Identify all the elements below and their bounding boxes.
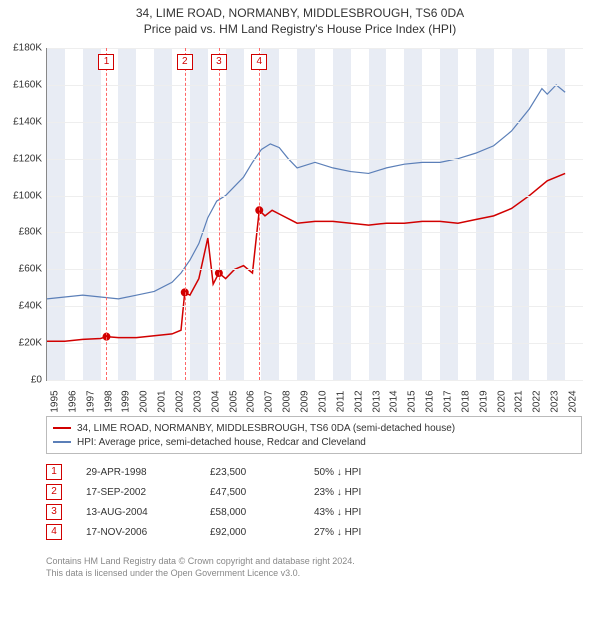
legend-swatch-hpi (53, 441, 71, 443)
legend-swatch-property (53, 427, 71, 429)
x-axis-label: 2013 (371, 390, 382, 412)
table-marker: 1 (46, 464, 62, 480)
table-date: 29-APR-1998 (86, 467, 186, 478)
x-axis-label: 2024 (568, 390, 579, 412)
gridline (47, 122, 583, 123)
x-axis-label: 2000 (139, 390, 150, 412)
table-row: 1 29-APR-1998 £23,500 50% ↓ HPI (46, 462, 414, 482)
x-axis-label: 2011 (335, 391, 346, 413)
event-marker: 2 (177, 54, 193, 70)
x-axis-label: 1999 (121, 390, 132, 412)
table-date: 13-AUG-2004 (86, 507, 186, 518)
table-row: 2 17-SEP-2002 £47,500 23% ↓ HPI (46, 482, 414, 502)
table-date: 17-NOV-2006 (86, 527, 186, 538)
table-pct: 43% ↓ HPI (314, 507, 414, 518)
events-table: 1 29-APR-1998 £23,500 50% ↓ HPI 2 17-SEP-2002… (46, 462, 414, 542)
legend-label-property: 34, LIME ROAD, NORMANBY, MIDDLESBROUGH, … (77, 423, 455, 434)
footer-line2: This data is licensed under the Open Gov… (46, 568, 355, 580)
table-pct: 50% ↓ HPI (314, 467, 414, 478)
x-axis-label: 2006 (246, 390, 257, 412)
chart-svg (47, 48, 583, 380)
x-axis-label: 1997 (85, 390, 96, 412)
legend-row-property: 34, LIME ROAD, NORMANBY, MIDDLESBROUGH, … (53, 421, 575, 435)
gridline (47, 196, 583, 197)
x-axis-label: 2009 (300, 390, 311, 412)
table-price: £58,000 (210, 507, 290, 518)
footer-text: Contains HM Land Registry data © Crown c… (46, 556, 355, 579)
y-axis-label: £80K (4, 227, 42, 238)
table-marker: 2 (46, 484, 62, 500)
x-axis-label: 2021 (514, 390, 525, 412)
x-axis-label: 2003 (192, 390, 203, 412)
gridline (47, 380, 583, 381)
x-axis-label: 2008 (282, 390, 293, 412)
y-axis-label: £60K (4, 264, 42, 275)
legend-row-hpi: HPI: Average price, semi-detached house,… (53, 435, 575, 449)
series-line (47, 173, 565, 341)
event-line (259, 48, 260, 380)
x-axis-label: 2005 (228, 390, 239, 412)
x-axis-label: 2014 (389, 390, 400, 412)
table-row: 3 13-AUG-2004 £58,000 43% ↓ HPI (46, 502, 414, 522)
x-axis-label: 2020 (496, 390, 507, 412)
x-axis-label: 2017 (443, 390, 454, 412)
y-axis-label: £40K (4, 301, 42, 312)
gridline (47, 269, 583, 270)
x-axis-label: 2023 (550, 390, 561, 412)
event-line (106, 48, 107, 380)
x-axis-label: 1998 (103, 390, 114, 412)
table-price: £23,500 (210, 467, 290, 478)
y-axis-label: £0 (4, 375, 42, 386)
event-line (185, 48, 186, 380)
series-line (47, 85, 565, 299)
x-axis-label: 1995 (49, 390, 60, 412)
event-line (219, 48, 220, 380)
event-marker: 3 (211, 54, 227, 70)
chart-plot-area: 1 2 3 4 (46, 48, 583, 381)
x-axis-label: 2002 (175, 390, 186, 412)
gridline (47, 232, 583, 233)
x-axis-label: 2007 (264, 390, 275, 412)
y-axis-label: £180K (4, 43, 42, 54)
y-axis-label: £140K (4, 116, 42, 127)
table-marker: 4 (46, 524, 62, 540)
table-price: £92,000 (210, 527, 290, 538)
y-axis-label: £20K (4, 338, 42, 349)
x-axis-label: 2012 (353, 390, 364, 412)
x-axis-label: 2010 (317, 390, 328, 412)
x-axis-label: 2004 (210, 390, 221, 412)
table-pct: 27% ↓ HPI (314, 527, 414, 538)
x-axis-label: 2016 (425, 390, 436, 412)
y-axis-label: £120K (4, 153, 42, 164)
gridline (47, 159, 583, 160)
table-pct: 23% ↓ HPI (314, 487, 414, 498)
gridline (47, 306, 583, 307)
page-title: 34, LIME ROAD, NORMANBY, MIDDLESBROUGH, … (0, 0, 600, 20)
x-axis-label: 1996 (67, 390, 78, 412)
page-subtitle: Price paid vs. HM Land Registry's House … (0, 20, 600, 36)
event-marker: 4 (251, 54, 267, 70)
event-marker: 1 (98, 54, 114, 70)
gridline (47, 343, 583, 344)
legend-label-hpi: HPI: Average price, semi-detached house,… (77, 437, 366, 448)
footer-line1: Contains HM Land Registry data © Crown c… (46, 556, 355, 568)
x-axis-label: 2015 (407, 390, 418, 412)
legend-box: 34, LIME ROAD, NORMANBY, MIDDLESBROUGH, … (46, 416, 582, 454)
x-axis-label: 2022 (532, 390, 543, 412)
x-axis-label: 2019 (478, 390, 489, 412)
x-axis-label: 2018 (460, 390, 471, 412)
table-price: £47,500 (210, 487, 290, 498)
y-axis-label: £100K (4, 190, 42, 201)
gridline (47, 48, 583, 49)
table-date: 17-SEP-2002 (86, 487, 186, 498)
y-axis-label: £160K (4, 79, 42, 90)
table-marker: 3 (46, 504, 62, 520)
table-row: 4 17-NOV-2006 £92,000 27% ↓ HPI (46, 522, 414, 542)
gridline (47, 85, 583, 86)
x-axis-label: 2001 (157, 390, 168, 412)
